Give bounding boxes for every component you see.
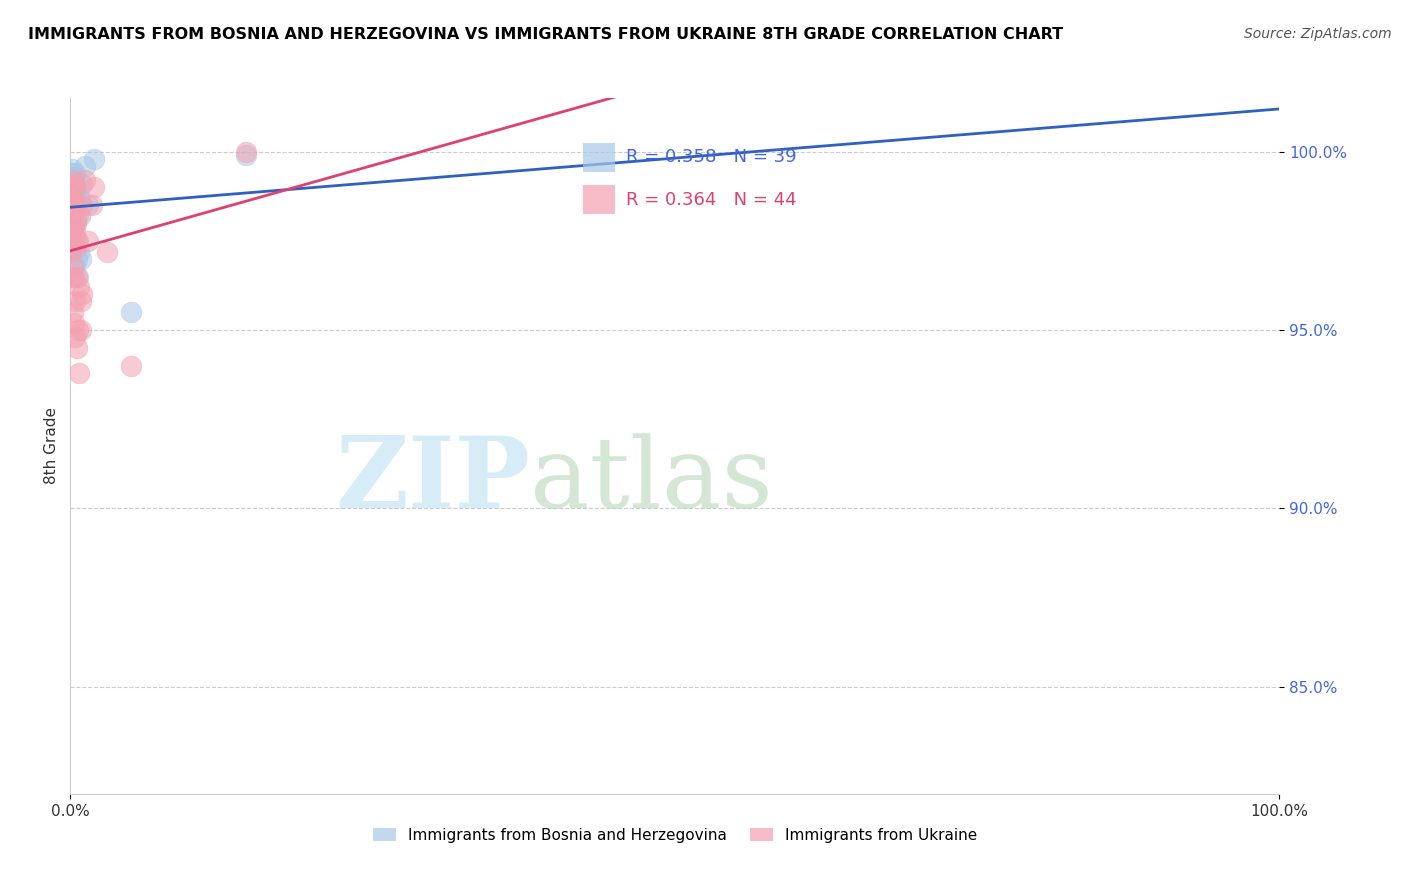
Point — [63, 180, 86, 194]
Point — [60, 202, 83, 216]
Point — [63, 219, 86, 234]
Point — [70, 294, 93, 309]
Point — [62, 305, 84, 319]
Point — [73, 159, 96, 173]
Point — [66, 234, 89, 248]
Point — [83, 180, 105, 194]
Point — [77, 198, 100, 212]
Text: ZIP: ZIP — [335, 433, 530, 529]
Point — [69, 323, 91, 337]
Point — [60, 166, 83, 180]
Point — [60, 202, 83, 216]
Point — [62, 191, 84, 205]
Point — [60, 173, 83, 187]
Point — [70, 252, 93, 266]
Point — [73, 173, 96, 187]
Point — [77, 234, 100, 248]
Point — [72, 198, 94, 212]
Point — [69, 209, 91, 223]
Point — [63, 177, 86, 191]
Point — [69, 191, 91, 205]
Point — [65, 259, 87, 273]
Point — [65, 252, 87, 266]
Text: atlas: atlas — [530, 433, 772, 529]
Point — [63, 184, 86, 198]
Point — [96, 244, 118, 259]
Point — [62, 180, 84, 194]
Point — [62, 169, 84, 184]
Point — [60, 194, 83, 209]
Point — [63, 187, 86, 202]
Point — [65, 212, 87, 227]
Point — [60, 162, 83, 177]
Point — [120, 359, 142, 373]
Point — [59, 198, 82, 212]
Point — [62, 259, 84, 273]
Point — [63, 166, 86, 180]
Y-axis label: 8th Grade: 8th Grade — [44, 408, 59, 484]
Point — [67, 323, 90, 337]
Point — [63, 223, 86, 237]
Point — [60, 191, 83, 205]
Point — [62, 187, 84, 202]
Point — [67, 244, 90, 259]
Text: Source: ZipAtlas.com: Source: ZipAtlas.com — [1244, 27, 1392, 41]
Point — [60, 223, 83, 237]
Point — [63, 316, 86, 330]
Point — [62, 191, 84, 205]
Point — [120, 305, 142, 319]
Point — [63, 269, 86, 284]
Point — [235, 145, 257, 159]
Point — [62, 198, 84, 212]
Point — [235, 148, 257, 162]
Point — [60, 244, 83, 259]
Point — [62, 234, 84, 248]
Point — [66, 234, 89, 248]
Point — [60, 191, 83, 205]
Point — [63, 202, 86, 216]
Point — [70, 287, 93, 301]
Text: IMMIGRANTS FROM BOSNIA AND HERZEGOVINA VS IMMIGRANTS FROM UKRAINE 8TH GRADE CORR: IMMIGRANTS FROM BOSNIA AND HERZEGOVINA V… — [28, 27, 1063, 42]
Point — [63, 173, 86, 187]
Point — [59, 180, 82, 194]
Point — [59, 177, 82, 191]
Point — [83, 152, 105, 166]
Point — [65, 294, 87, 309]
Point — [59, 169, 82, 184]
Point — [62, 216, 84, 230]
Point — [66, 209, 89, 223]
Point — [67, 280, 90, 294]
Point — [65, 216, 87, 230]
Point — [72, 177, 94, 191]
Point — [65, 241, 87, 255]
Point — [60, 173, 83, 187]
Point — [63, 241, 86, 255]
Point — [60, 180, 83, 194]
Point — [60, 184, 83, 198]
Point — [67, 269, 90, 284]
Point — [65, 230, 87, 244]
Legend: Immigrants from Bosnia and Herzegovina, Immigrants from Ukraine: Immigrants from Bosnia and Herzegovina, … — [367, 822, 983, 849]
Point — [62, 209, 84, 223]
Point — [60, 177, 83, 191]
Point — [60, 180, 83, 194]
Point — [66, 269, 89, 284]
Point — [67, 366, 90, 380]
Point — [60, 269, 83, 284]
Point — [65, 330, 87, 344]
Point — [62, 205, 84, 219]
Point — [80, 198, 103, 212]
Point — [65, 341, 87, 355]
Point — [65, 198, 87, 212]
